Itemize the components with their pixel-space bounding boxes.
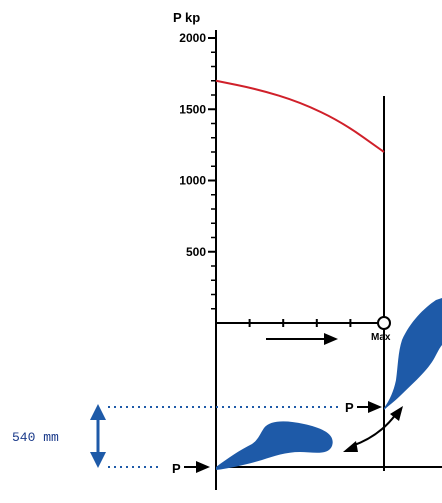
rotation-arrow-head-1 — [343, 441, 358, 452]
dimension-arrow-head-top — [90, 404, 106, 420]
force-curve-line — [215, 79, 385, 153]
y-axis-ticks: 500 1000 1500 2000 — [179, 31, 216, 310]
rotation-arrow-head-2 — [390, 406, 403, 421]
y-tick-label: 1000 — [179, 174, 206, 188]
force-arrow-top-head — [368, 401, 382, 413]
y-axis-label: P kp — [173, 10, 200, 25]
max-marker — [377, 316, 391, 330]
y-tick-label: 500 — [186, 245, 206, 259]
x-axis-ticks — [248, 319, 352, 327]
max-label: Max — [371, 332, 391, 343]
force-label-bottom: P — [172, 461, 181, 476]
dimension-arrow-head-bottom — [90, 452, 106, 468]
x-direction-arrow-head — [324, 333, 338, 345]
body-shape-upper — [384, 298, 442, 410]
body-shape-lower — [216, 421, 333, 470]
rotation-arrow-arc — [351, 413, 397, 447]
force-arrow-bottom-head — [196, 461, 210, 473]
y-tick-label: 2000 — [179, 31, 206, 45]
dimension-label: 540 mm — [12, 430, 59, 445]
y-tick-label: 1500 — [179, 102, 206, 116]
force-label-top: P — [345, 400, 354, 415]
